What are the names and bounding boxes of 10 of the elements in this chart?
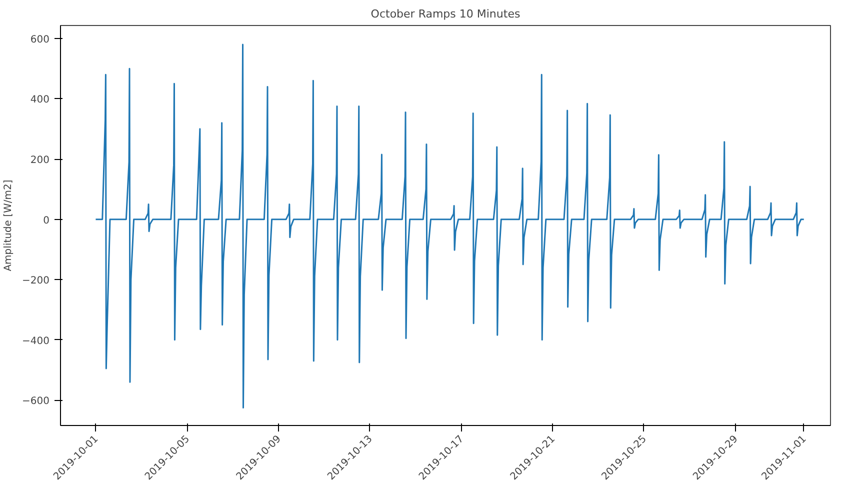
y-tick-label: 0 <box>43 215 50 226</box>
y-tick-label: −600 <box>22 396 50 408</box>
chart-title: October Ramps 10 Minutes <box>370 8 520 20</box>
y-tick-label: −400 <box>22 336 50 347</box>
y-tick-label: 200 <box>30 155 50 166</box>
y-tick-label: −200 <box>22 276 50 287</box>
y-tick-label: 400 <box>30 94 50 106</box>
y-axis-title: Amplitude [W/m2] <box>3 180 14 272</box>
line-series <box>94 44 805 408</box>
y-tick-label: 600 <box>30 34 50 46</box>
